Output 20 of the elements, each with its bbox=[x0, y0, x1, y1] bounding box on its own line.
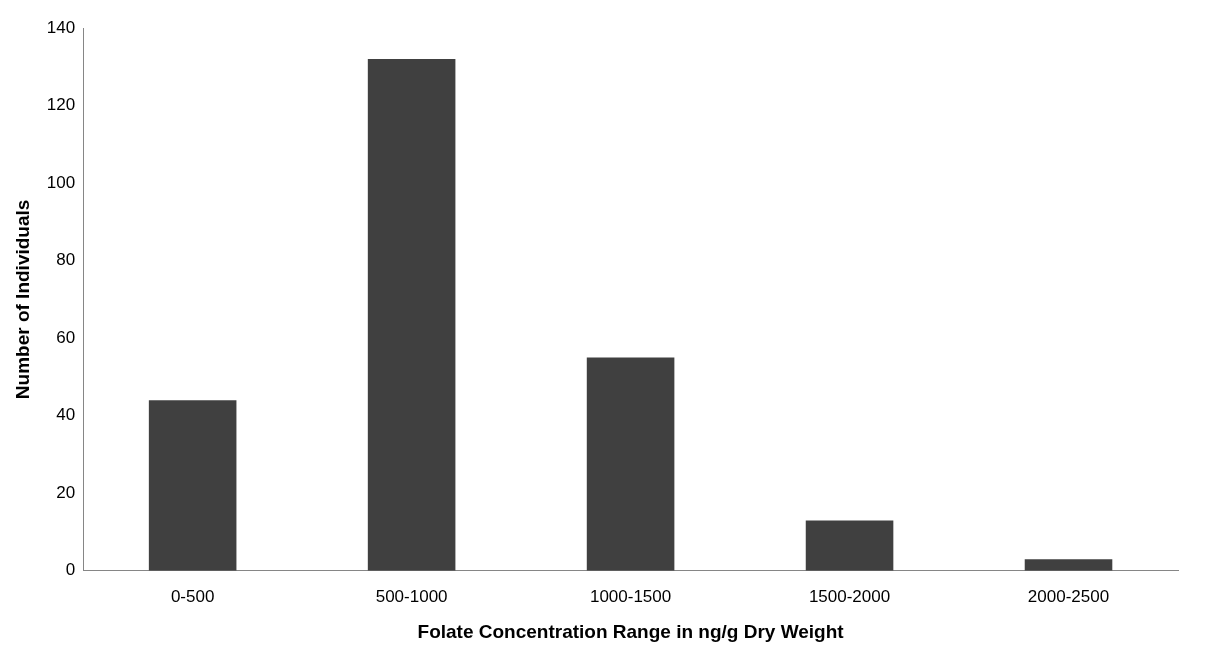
x-tick-label: 1000-1500 bbox=[589, 586, 672, 606]
y-tick-label: 80 bbox=[56, 250, 76, 270]
y-tick-label: 120 bbox=[46, 95, 76, 115]
y-tick-label: 60 bbox=[56, 327, 76, 347]
x-tick-label: 0-500 bbox=[170, 586, 215, 606]
y-tick-label: 140 bbox=[46, 17, 76, 37]
y-axis-title: Number of Individuals bbox=[11, 199, 33, 400]
x-tick-label: 1500-2000 bbox=[808, 586, 891, 606]
bar bbox=[1024, 559, 1113, 571]
x-tick-label: 500-1000 bbox=[375, 586, 448, 606]
bar bbox=[367, 59, 456, 571]
x-tick-label: 2000-2500 bbox=[1027, 586, 1110, 606]
y-tick-label: 0 bbox=[65, 560, 76, 580]
bar bbox=[586, 357, 675, 571]
y-tick-label: 20 bbox=[56, 482, 76, 502]
y-tick-label: 100 bbox=[46, 172, 76, 192]
bar bbox=[805, 520, 894, 571]
bar bbox=[148, 400, 237, 571]
y-tick-label: 40 bbox=[56, 405, 76, 425]
x-axis-title: Folate Concentration Range in ng/g Dry Weight bbox=[417, 620, 845, 642]
